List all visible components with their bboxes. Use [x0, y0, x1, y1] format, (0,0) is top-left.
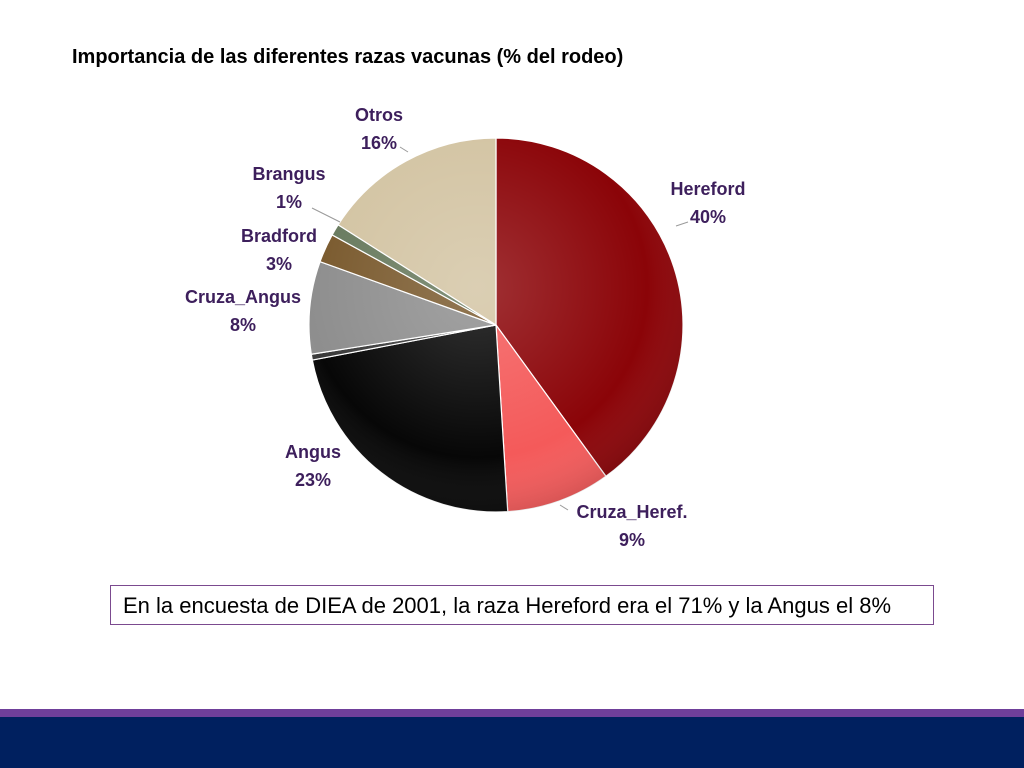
leader-line-hereford — [675, 221, 689, 227]
slice-value-brangus: 1% — [276, 192, 302, 212]
slice-labels: Hereford 40% Cruza_Heref. 9% Angus 23% Cruza_A… — [185, 105, 746, 550]
slice-label-otros: Otros — [355, 105, 403, 125]
footer-stripe — [0, 709, 1024, 717]
slice-value-bradford: 3% — [266, 254, 292, 274]
footer-bar — [0, 717, 1024, 768]
leader-lines — [311, 146, 689, 511]
leader-line-brangus — [311, 207, 341, 223]
leader-line-otros — [399, 146, 409, 153]
chart-title: Importancia de las diferentes razas vacu… — [72, 46, 624, 68]
slice-label-angus: Angus — [285, 442, 341, 462]
slice-label-brangus: Brangus — [252, 164, 325, 184]
slice-value-cruza-angus: 8% — [230, 315, 256, 335]
slice-label-hereford: Hereford — [670, 179, 745, 199]
survey-note: En la encuesta de DIEA de 2001, la raza … — [110, 585, 934, 625]
slice-value-angus: 23% — [295, 470, 331, 490]
slice-value-cruza-heref: 9% — [619, 530, 645, 550]
leader-line-cruza-heref — [559, 504, 569, 511]
slice-label-cruza-heref: Cruza_Heref. — [576, 502, 687, 522]
slice-label-bradford: Bradford — [241, 226, 317, 246]
pie-slices — [308, 137, 684, 513]
slice-value-otros: 16% — [361, 133, 397, 153]
slice-label-cruza-angus: Cruza_Angus — [185, 287, 301, 307]
slice-value-hereford: 40% — [690, 207, 726, 227]
